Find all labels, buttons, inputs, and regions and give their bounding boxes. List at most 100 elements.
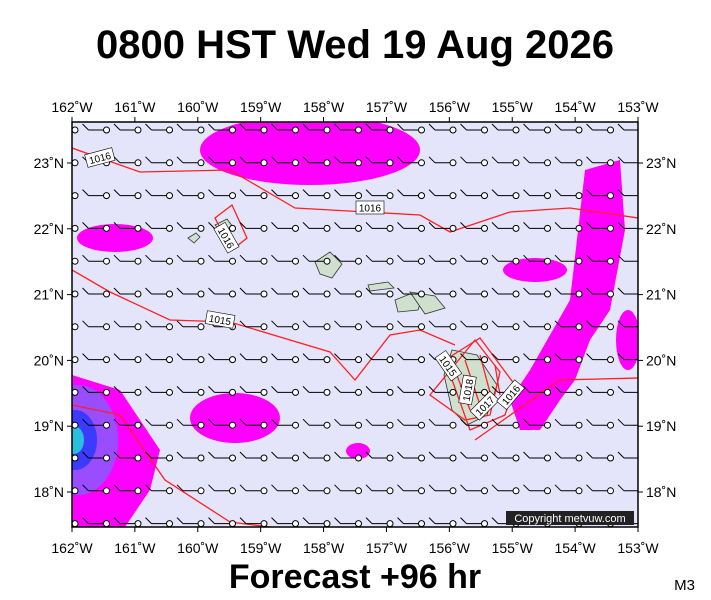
barb-flag bbox=[523, 386, 530, 393]
wind-barb bbox=[397, 222, 425, 232]
wind-barb bbox=[145, 451, 173, 462]
barb-station bbox=[418, 192, 425, 200]
wind-barb bbox=[586, 353, 614, 364]
barb-flag bbox=[554, 222, 562, 229]
lat-label: 23˚N bbox=[34, 155, 64, 171]
barb-flag bbox=[51, 124, 57, 130]
barb-flag bbox=[82, 254, 89, 262]
barb-station bbox=[103, 454, 110, 462]
wind-barb bbox=[72, 323, 79, 331]
wind-barb bbox=[208, 287, 236, 298]
barb-station bbox=[544, 454, 551, 462]
barb-flag bbox=[365, 189, 373, 196]
barb-flag bbox=[428, 287, 436, 295]
barb-station bbox=[197, 290, 205, 298]
barb-flag bbox=[82, 123, 89, 131]
barb-flag bbox=[397, 517, 404, 524]
wind-barb bbox=[145, 287, 173, 298]
lat-label: 23˚N bbox=[646, 155, 676, 171]
barb-station bbox=[260, 290, 268, 298]
barb-station bbox=[166, 454, 173, 462]
barb-station bbox=[292, 290, 299, 298]
barb-station bbox=[449, 520, 457, 527]
wind-barb bbox=[365, 254, 394, 265]
barb-station bbox=[355, 257, 362, 265]
barb-flag bbox=[554, 386, 562, 393]
barb-flag bbox=[334, 287, 341, 295]
barb-flag bbox=[397, 386, 404, 393]
wind-barb bbox=[523, 484, 551, 495]
barb-flag bbox=[491, 123, 499, 131]
barb-flag bbox=[176, 156, 184, 164]
barb-flag bbox=[586, 123, 593, 131]
barb-station bbox=[575, 323, 583, 331]
barb-station bbox=[355, 224, 362, 232]
barb-station bbox=[386, 454, 394, 462]
barb-flag bbox=[334, 451, 341, 459]
barb-flag bbox=[176, 484, 184, 492]
barb-flag bbox=[239, 353, 247, 360]
barb-station bbox=[355, 323, 362, 331]
barb-flag bbox=[586, 320, 593, 328]
barb-station bbox=[418, 257, 425, 265]
barb-flag bbox=[365, 222, 373, 229]
wind-barb bbox=[460, 353, 488, 364]
barb-station bbox=[72, 520, 79, 527]
wind-barb bbox=[72, 454, 79, 462]
barb-station bbox=[639, 324, 645, 330]
barb-station bbox=[72, 257, 79, 265]
wind-barb bbox=[365, 287, 394, 298]
wind-barb bbox=[145, 222, 173, 232]
barb-flag bbox=[460, 222, 467, 229]
wind-barb bbox=[176, 451, 205, 462]
isobar-text: 1015 bbox=[208, 314, 232, 329]
low-shading bbox=[72, 426, 84, 454]
barb-station bbox=[323, 257, 331, 265]
wind-barb bbox=[428, 418, 457, 429]
barb-flag bbox=[491, 353, 499, 360]
wind-barb bbox=[428, 123, 457, 134]
barb-station bbox=[544, 192, 551, 200]
wind-barb bbox=[491, 451, 520, 462]
wind-barb bbox=[334, 386, 362, 396]
wind-barb bbox=[208, 156, 236, 167]
barb-station bbox=[355, 192, 362, 200]
lon-label: 158˚W bbox=[303, 99, 345, 115]
lon-label: 156˚W bbox=[429, 99, 471, 115]
wind-barb bbox=[176, 287, 205, 298]
wind-barb bbox=[334, 353, 362, 364]
barb-flag bbox=[554, 287, 562, 295]
wind-barb bbox=[586, 287, 614, 298]
barb-flag bbox=[271, 156, 278, 164]
barb-flag bbox=[365, 418, 373, 426]
barb-flag bbox=[554, 123, 562, 131]
wind-barb bbox=[334, 156, 362, 167]
barb-flag bbox=[365, 451, 373, 459]
wind-barb bbox=[523, 222, 551, 232]
barb-station bbox=[386, 290, 394, 298]
barb-station bbox=[292, 224, 299, 232]
wind-barb bbox=[460, 484, 488, 495]
wind-barb bbox=[523, 123, 551, 134]
label-box bbox=[355, 200, 385, 215]
wind-barb bbox=[334, 222, 362, 232]
barb-flag bbox=[460, 156, 467, 164]
barb-flag bbox=[586, 156, 593, 164]
barb-station bbox=[197, 257, 205, 265]
barb-flag bbox=[586, 418, 593, 426]
barb-station bbox=[639, 488, 645, 494]
barb-station bbox=[575, 421, 583, 429]
wind-barb bbox=[208, 189, 236, 200]
barb-station bbox=[323, 224, 331, 232]
barb-station bbox=[355, 290, 362, 298]
barb-flag bbox=[397, 418, 404, 426]
barb-flag bbox=[554, 418, 562, 426]
barb-flag bbox=[239, 451, 247, 459]
wind-barb bbox=[145, 320, 173, 331]
wind-barb bbox=[72, 224, 79, 232]
wind-barb bbox=[271, 156, 299, 167]
barb-station bbox=[386, 192, 394, 200]
barb-flag bbox=[176, 123, 184, 131]
wind-barb bbox=[460, 418, 488, 429]
barb-flag bbox=[239, 189, 247, 196]
